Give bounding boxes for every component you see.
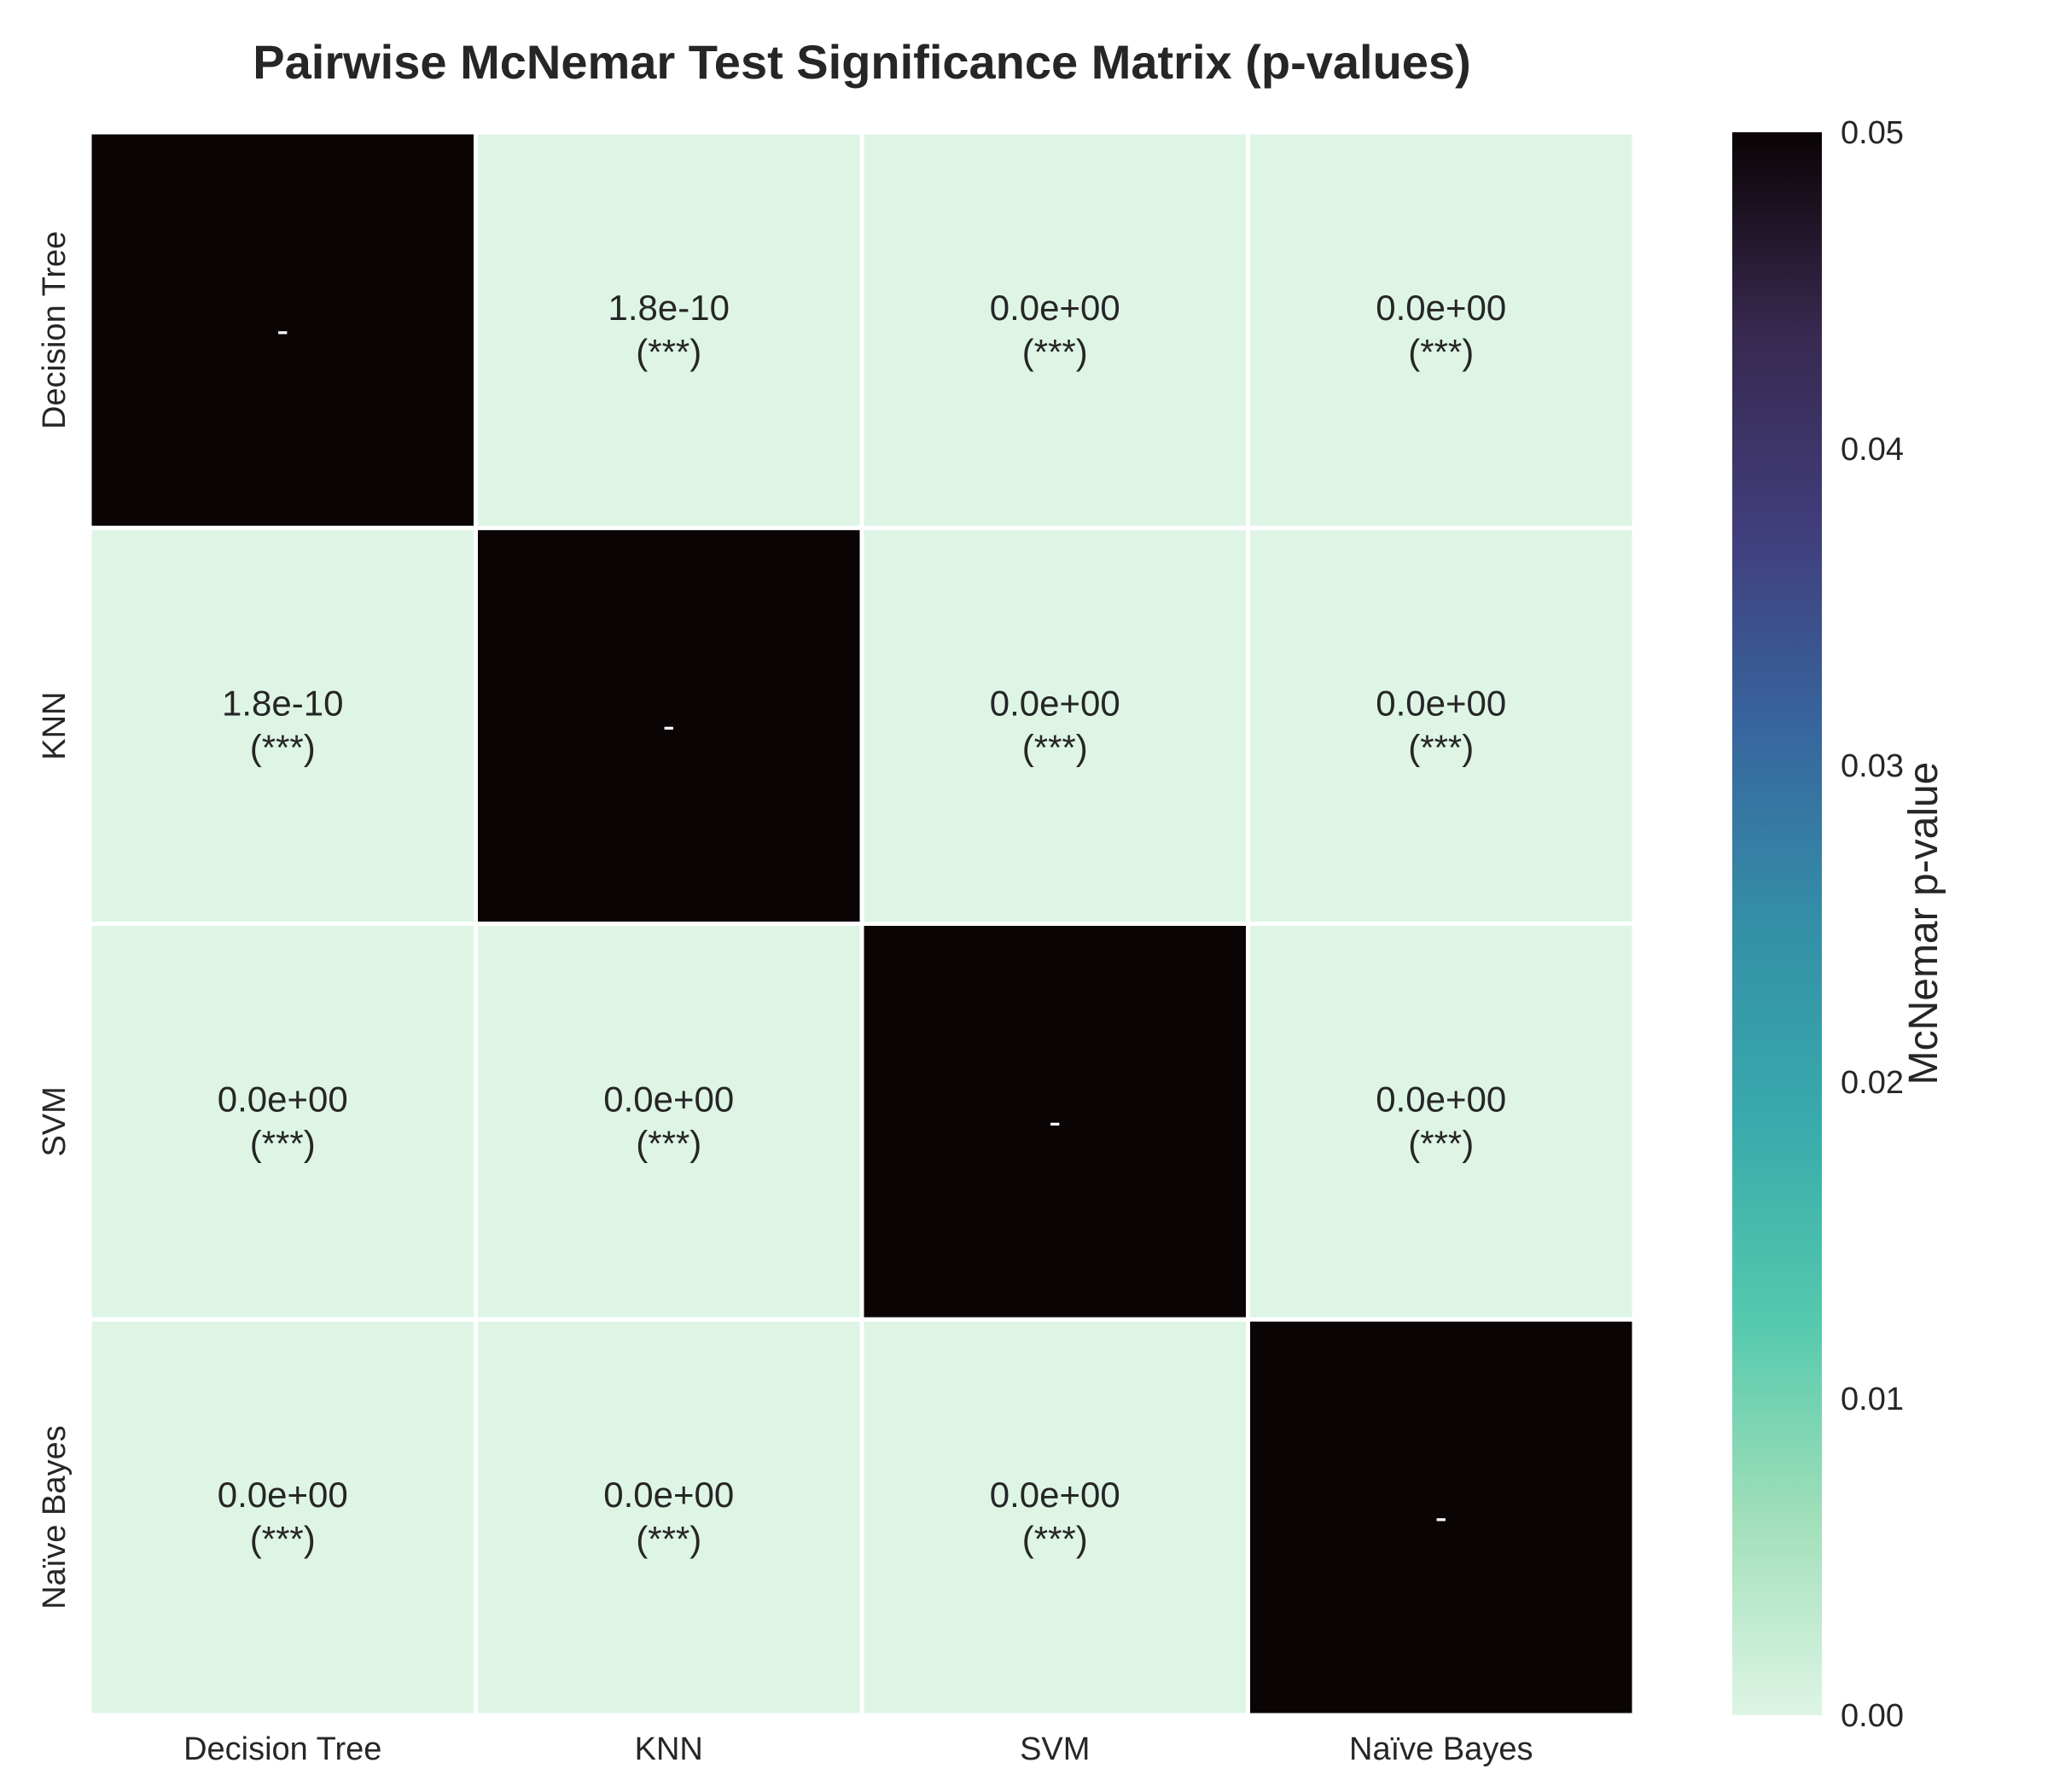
x-tick-label: Naïve Bayes xyxy=(1349,1731,1533,1767)
cell-value-label: 0.0e+00 xyxy=(603,1079,734,1119)
heatmap-cell xyxy=(859,526,1250,926)
cell-significance-label: (***) xyxy=(1408,1123,1474,1163)
colorbar-tick-label: 0.05 xyxy=(1841,115,1904,151)
cell-significance-label: (***) xyxy=(250,1519,316,1559)
heatmap-cell xyxy=(474,130,864,531)
colorbar-tick-label: 0.04 xyxy=(1841,432,1904,468)
x-axis-ticks: Decision Tree KNN SVM Naïve Bayes xyxy=(183,1731,1533,1767)
colorbar: 0.00 0.01 0.02 0.03 0.04 0.05 McNemar p-value xyxy=(1732,115,1946,1734)
cell-value-label: - xyxy=(663,706,675,746)
x-tick-label: SVM xyxy=(1020,1731,1090,1767)
x-tick-label: KNN xyxy=(635,1731,703,1767)
cell-significance-label: (***) xyxy=(1408,728,1474,768)
y-tick-label: SVM xyxy=(37,1086,73,1156)
heatmap-cell xyxy=(474,526,864,926)
colorbar-tick-label: 0.00 xyxy=(1841,1698,1904,1734)
heatmap-cell xyxy=(1246,526,1637,926)
cell-significance-label: (***) xyxy=(636,332,701,372)
y-tick-label: KNN xyxy=(37,692,73,760)
heatmap-cell xyxy=(859,130,1250,531)
y-axis-ticks: Decision Tree KNN SVM Naïve Bayes xyxy=(37,231,73,1609)
colorbar-ticks: 0.00 0.01 0.02 0.03 0.04 0.05 xyxy=(1841,115,1904,1734)
cell-significance-label: (***) xyxy=(1022,1519,1088,1559)
heatmap-cell xyxy=(474,1317,864,1718)
cell-significance-label: (***) xyxy=(250,728,316,768)
heatmap-cell xyxy=(87,526,478,926)
colorbar-tick-label: 0.02 xyxy=(1841,1065,1904,1101)
cell-significance-label: (***) xyxy=(636,1123,701,1163)
cell-value-label: - xyxy=(276,310,288,350)
cell-value-label: - xyxy=(1049,1101,1061,1141)
cell-value-label: 0.0e+00 xyxy=(603,1475,734,1515)
y-tick-label: Decision Tree xyxy=(37,231,73,429)
cell-value-label: 0.0e+00 xyxy=(990,1475,1120,1515)
y-tick-label: Naïve Bayes xyxy=(37,1425,73,1609)
cell-value-label: 0.0e+00 xyxy=(990,288,1120,328)
heatmap-cells: -1.8e-10(***)0.0e+00(***)0.0e+00(***)1.8… xyxy=(87,130,1637,1718)
colorbar-label: McNemar p-value xyxy=(1901,762,1946,1085)
heatmap-cell xyxy=(1246,922,1637,1322)
cell-value-label: 0.0e+00 xyxy=(990,684,1120,724)
cell-value-label: 1.8e-10 xyxy=(222,684,343,724)
heatmap-cell xyxy=(87,922,478,1322)
heatmap-cell xyxy=(1246,130,1637,531)
heatmap-cell xyxy=(859,922,1250,1322)
x-tick-label: Decision Tree xyxy=(183,1731,381,1767)
cell-value-label: 1.8e-10 xyxy=(608,288,730,328)
cell-significance-label: (***) xyxy=(1408,332,1474,372)
cell-value-label: 0.0e+00 xyxy=(1376,684,1506,724)
heatmap-cell xyxy=(87,130,478,531)
cell-value-label: 0.0e+00 xyxy=(1376,1079,1506,1119)
cell-significance-label: (***) xyxy=(1022,332,1088,372)
heatmap-cell xyxy=(87,1317,478,1718)
cell-value-label: 0.0e+00 xyxy=(1376,288,1506,328)
cell-value-label: 0.0e+00 xyxy=(218,1475,348,1515)
heatmap-cell xyxy=(1246,1317,1637,1718)
colorbar-tick-label: 0.01 xyxy=(1841,1382,1904,1417)
chart-title: Pairwise McNemar Test Significance Matri… xyxy=(253,35,1470,89)
heatmap-cell xyxy=(859,1317,1250,1718)
cell-significance-label: (***) xyxy=(1022,728,1088,768)
colorbar-tick-label: 0.03 xyxy=(1841,748,1904,784)
cell-significance-label: (***) xyxy=(636,1519,701,1559)
cell-value-label: 0.0e+00 xyxy=(218,1079,348,1119)
colorbar-gradient xyxy=(1732,132,1822,1715)
cell-significance-label: (***) xyxy=(250,1123,316,1163)
heatmap-cell xyxy=(474,922,864,1322)
cell-value-label: - xyxy=(1435,1497,1447,1537)
